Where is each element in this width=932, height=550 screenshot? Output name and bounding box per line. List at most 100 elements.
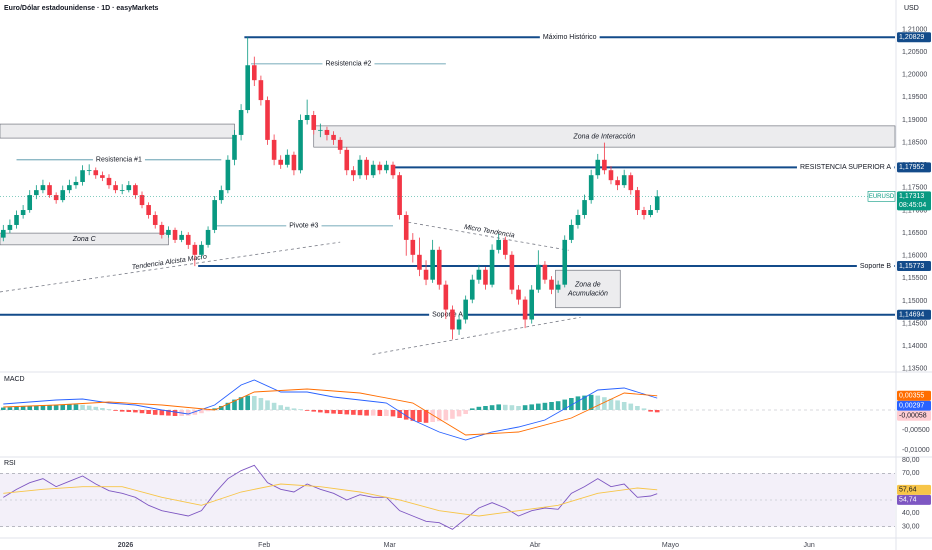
histogram-bar [549, 402, 554, 410]
histogram-bar [53, 405, 59, 410]
candle-body [7, 224, 13, 230]
histogram-bar [621, 402, 627, 410]
symbol-tag: EURUSD [869, 194, 895, 200]
candle-body [516, 289, 521, 300]
candle-body [397, 175, 402, 216]
histogram-bar [60, 404, 66, 410]
label-background [796, 163, 895, 173]
y-tick-label: 1,16500 [902, 230, 927, 237]
candle-body [509, 254, 515, 290]
histogram-bar [555, 401, 561, 410]
y-tick-label: 80,00 [902, 457, 920, 464]
histogram-bar [331, 410, 336, 414]
candle-body [595, 159, 601, 176]
candle-body [258, 80, 264, 101]
candle-body [106, 177, 112, 186]
candle-body [417, 254, 422, 270]
x-tick-label: Mar [384, 542, 397, 549]
histogram-bar [172, 410, 178, 416]
y-tick-label: 70,00 [902, 470, 920, 477]
histogram-bar [417, 410, 422, 422]
y-tick-label: 40,00 [902, 510, 920, 517]
candle-body [245, 65, 250, 111]
candle-body [648, 210, 653, 216]
candle-body [555, 284, 561, 290]
histogram-bar [436, 410, 442, 422]
candle-body [152, 215, 158, 225]
histogram-bar [40, 405, 46, 410]
histogram-bar [133, 410, 138, 413]
label-background [539, 33, 600, 43]
candle-body [291, 154, 297, 171]
histogram-bar [456, 410, 462, 417]
label-background [429, 310, 467, 320]
histogram-bar [654, 410, 660, 413]
candle-body [654, 196, 660, 211]
candle-body [238, 110, 244, 135]
histogram-bar [311, 410, 317, 412]
histogram-bar [14, 406, 19, 410]
last-value-label: 0,00297 [899, 403, 924, 410]
indicator-line [3, 388, 658, 436]
candle-body [67, 185, 72, 191]
candle-body [377, 164, 383, 171]
histogram-bar [641, 408, 647, 410]
last-value-label: 54,74 [899, 497, 917, 504]
histogram-bar [86, 405, 92, 410]
histogram-bar [450, 410, 455, 419]
candle-body [502, 239, 508, 255]
candle-body [483, 269, 488, 285]
level-price-label-box [897, 32, 931, 43]
histogram-bar [602, 397, 607, 410]
histogram-bar [324, 410, 330, 414]
y-tick-label: 1,18500 [902, 139, 927, 146]
candle-body [324, 129, 330, 135]
candle-body [588, 175, 594, 201]
histogram-bar [575, 396, 581, 410]
candle-body [489, 249, 495, 285]
histogram-bar [80, 404, 85, 410]
y-tick-label: 30,00 [902, 524, 920, 531]
candle-body [172, 229, 178, 240]
last-value-label-box [897, 410, 931, 421]
candle-body [251, 65, 257, 81]
trendline [372, 316, 581, 355]
histogram-bar [569, 398, 574, 410]
indicator-line [3, 464, 658, 530]
histogram-bar [628, 403, 634, 410]
histogram-bar [238, 397, 244, 410]
candle-body [53, 195, 59, 201]
label-background [286, 221, 322, 231]
histogram-bar [397, 410, 402, 418]
level-label: Máximo Histórico [543, 34, 597, 41]
candle-body [542, 264, 548, 280]
candle-body [40, 185, 46, 191]
histogram-bar [304, 410, 310, 411]
last-value-label-box [897, 390, 931, 401]
chart-title: Euro/Dólar estadounidense · 1D · easyMar… [4, 5, 159, 12]
candle-body [73, 181, 79, 186]
histogram-bar [285, 406, 290, 410]
candle-body [1, 229, 6, 238]
histogram-bar [67, 404, 72, 410]
histogram-bar [199, 410, 204, 414]
y-tick-label: 1,13500 [902, 366, 927, 373]
x-tick-label: 2026 [118, 542, 134, 549]
candle-body [126, 185, 132, 191]
level-label: Soporte A [432, 312, 463, 319]
candle-body [443, 284, 449, 310]
histogram-bar [390, 410, 396, 417]
candle-body [357, 159, 363, 176]
countdown-label: 08:45:04 [899, 202, 926, 209]
candle-body [536, 264, 541, 290]
histogram-bar [205, 410, 211, 412]
candle-body [271, 139, 277, 160]
histogram-bar [271, 402, 277, 410]
histogram-bar [536, 403, 541, 410]
histogram-bar [370, 410, 376, 416]
zone-label: Zona C [72, 236, 97, 243]
histogram-bar [648, 410, 653, 412]
label-background [92, 155, 145, 165]
